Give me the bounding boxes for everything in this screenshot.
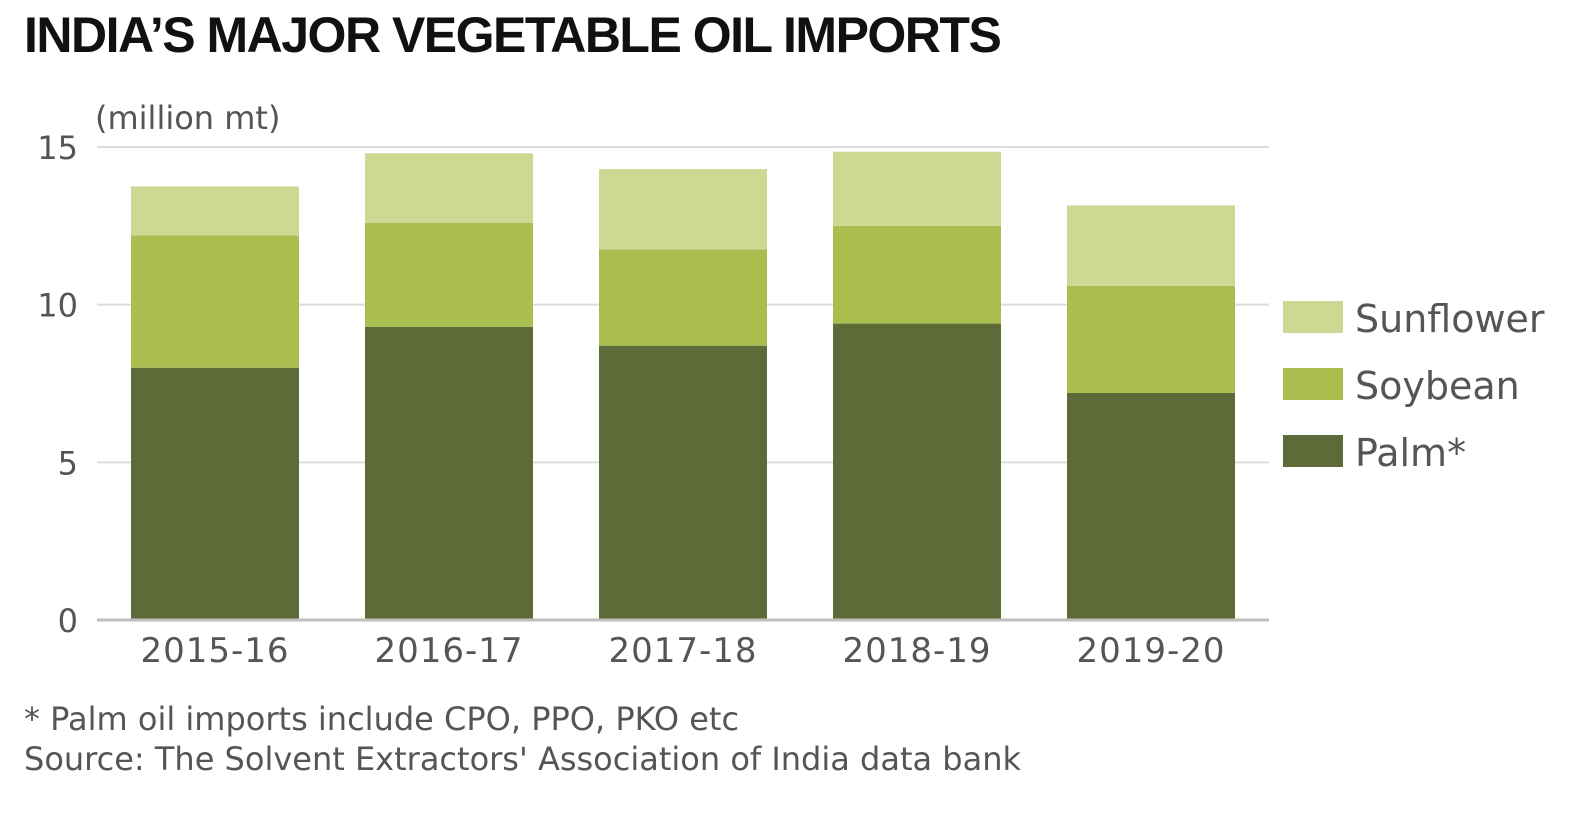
- bar-soybean-2018-19: [833, 225, 1001, 324]
- bar-soybean-2017-18: [599, 249, 767, 346]
- y-tick-label: 0: [58, 602, 78, 640]
- x-tick-label: 2018-19: [842, 631, 991, 671]
- bar-palm-2019-20: [1067, 392, 1235, 620]
- bar-palm-2015-16: [131, 367, 299, 620]
- x-tick-label: 2017-18: [608, 631, 757, 671]
- bar-palm-2017-18: [599, 345, 767, 620]
- bar-sunflower-2019-20: [1067, 205, 1235, 286]
- x-axis-ticks: 2015-16 2016-17 2017-18 2018-19 2019-20: [140, 631, 1225, 671]
- bar-soybean-2016-17: [365, 222, 533, 327]
- legend-swatch-palm: [1283, 435, 1343, 467]
- legend-label-sunflower: Sunflower: [1355, 297, 1545, 341]
- legend-label-palm: Palm*: [1355, 431, 1466, 475]
- legend-swatch-sunflower: [1283, 301, 1343, 333]
- bar-soybean-2019-20: [1067, 285, 1235, 393]
- bar-palm-2018-19: [833, 323, 1001, 620]
- bar-palm-2016-17: [365, 326, 533, 620]
- bar-sunflower-2016-17: [365, 153, 533, 223]
- y-tick-label: 5: [58, 444, 78, 482]
- bar-sunflower-2018-19: [833, 151, 1001, 226]
- bar-soybean-2015-16: [131, 235, 299, 368]
- chart-title: INDIA’S MAJOR VEGETABLE OIL IMPORTS: [24, 7, 1002, 63]
- y-tick-label: 10: [37, 287, 78, 325]
- y-axis-label: (million mt): [95, 99, 280, 137]
- x-tick-label: 2019-20: [1076, 631, 1225, 671]
- y-axis-ticks: 0 5 10 15: [37, 129, 78, 640]
- legend-label-soybean: Soybean: [1355, 364, 1520, 408]
- bars: [131, 151, 1235, 620]
- source-text: Source: The Solvent Extractors' Associat…: [24, 740, 1022, 778]
- x-tick-label: 2016-17: [374, 631, 523, 671]
- bar-sunflower-2015-16: [131, 186, 299, 236]
- y-tick-label: 15: [37, 129, 78, 167]
- legend: Sunflower Soybean Palm*: [1283, 297, 1545, 475]
- x-tick-label: 2015-16: [140, 631, 289, 671]
- legend-swatch-soybean: [1283, 368, 1343, 400]
- footnote-text: * Palm oil imports include CPO, PPO, PKO…: [24, 700, 740, 738]
- footnotes: * Palm oil imports include CPO, PPO, PKO…: [24, 699, 1021, 779]
- bar-sunflower-2017-18: [599, 169, 767, 250]
